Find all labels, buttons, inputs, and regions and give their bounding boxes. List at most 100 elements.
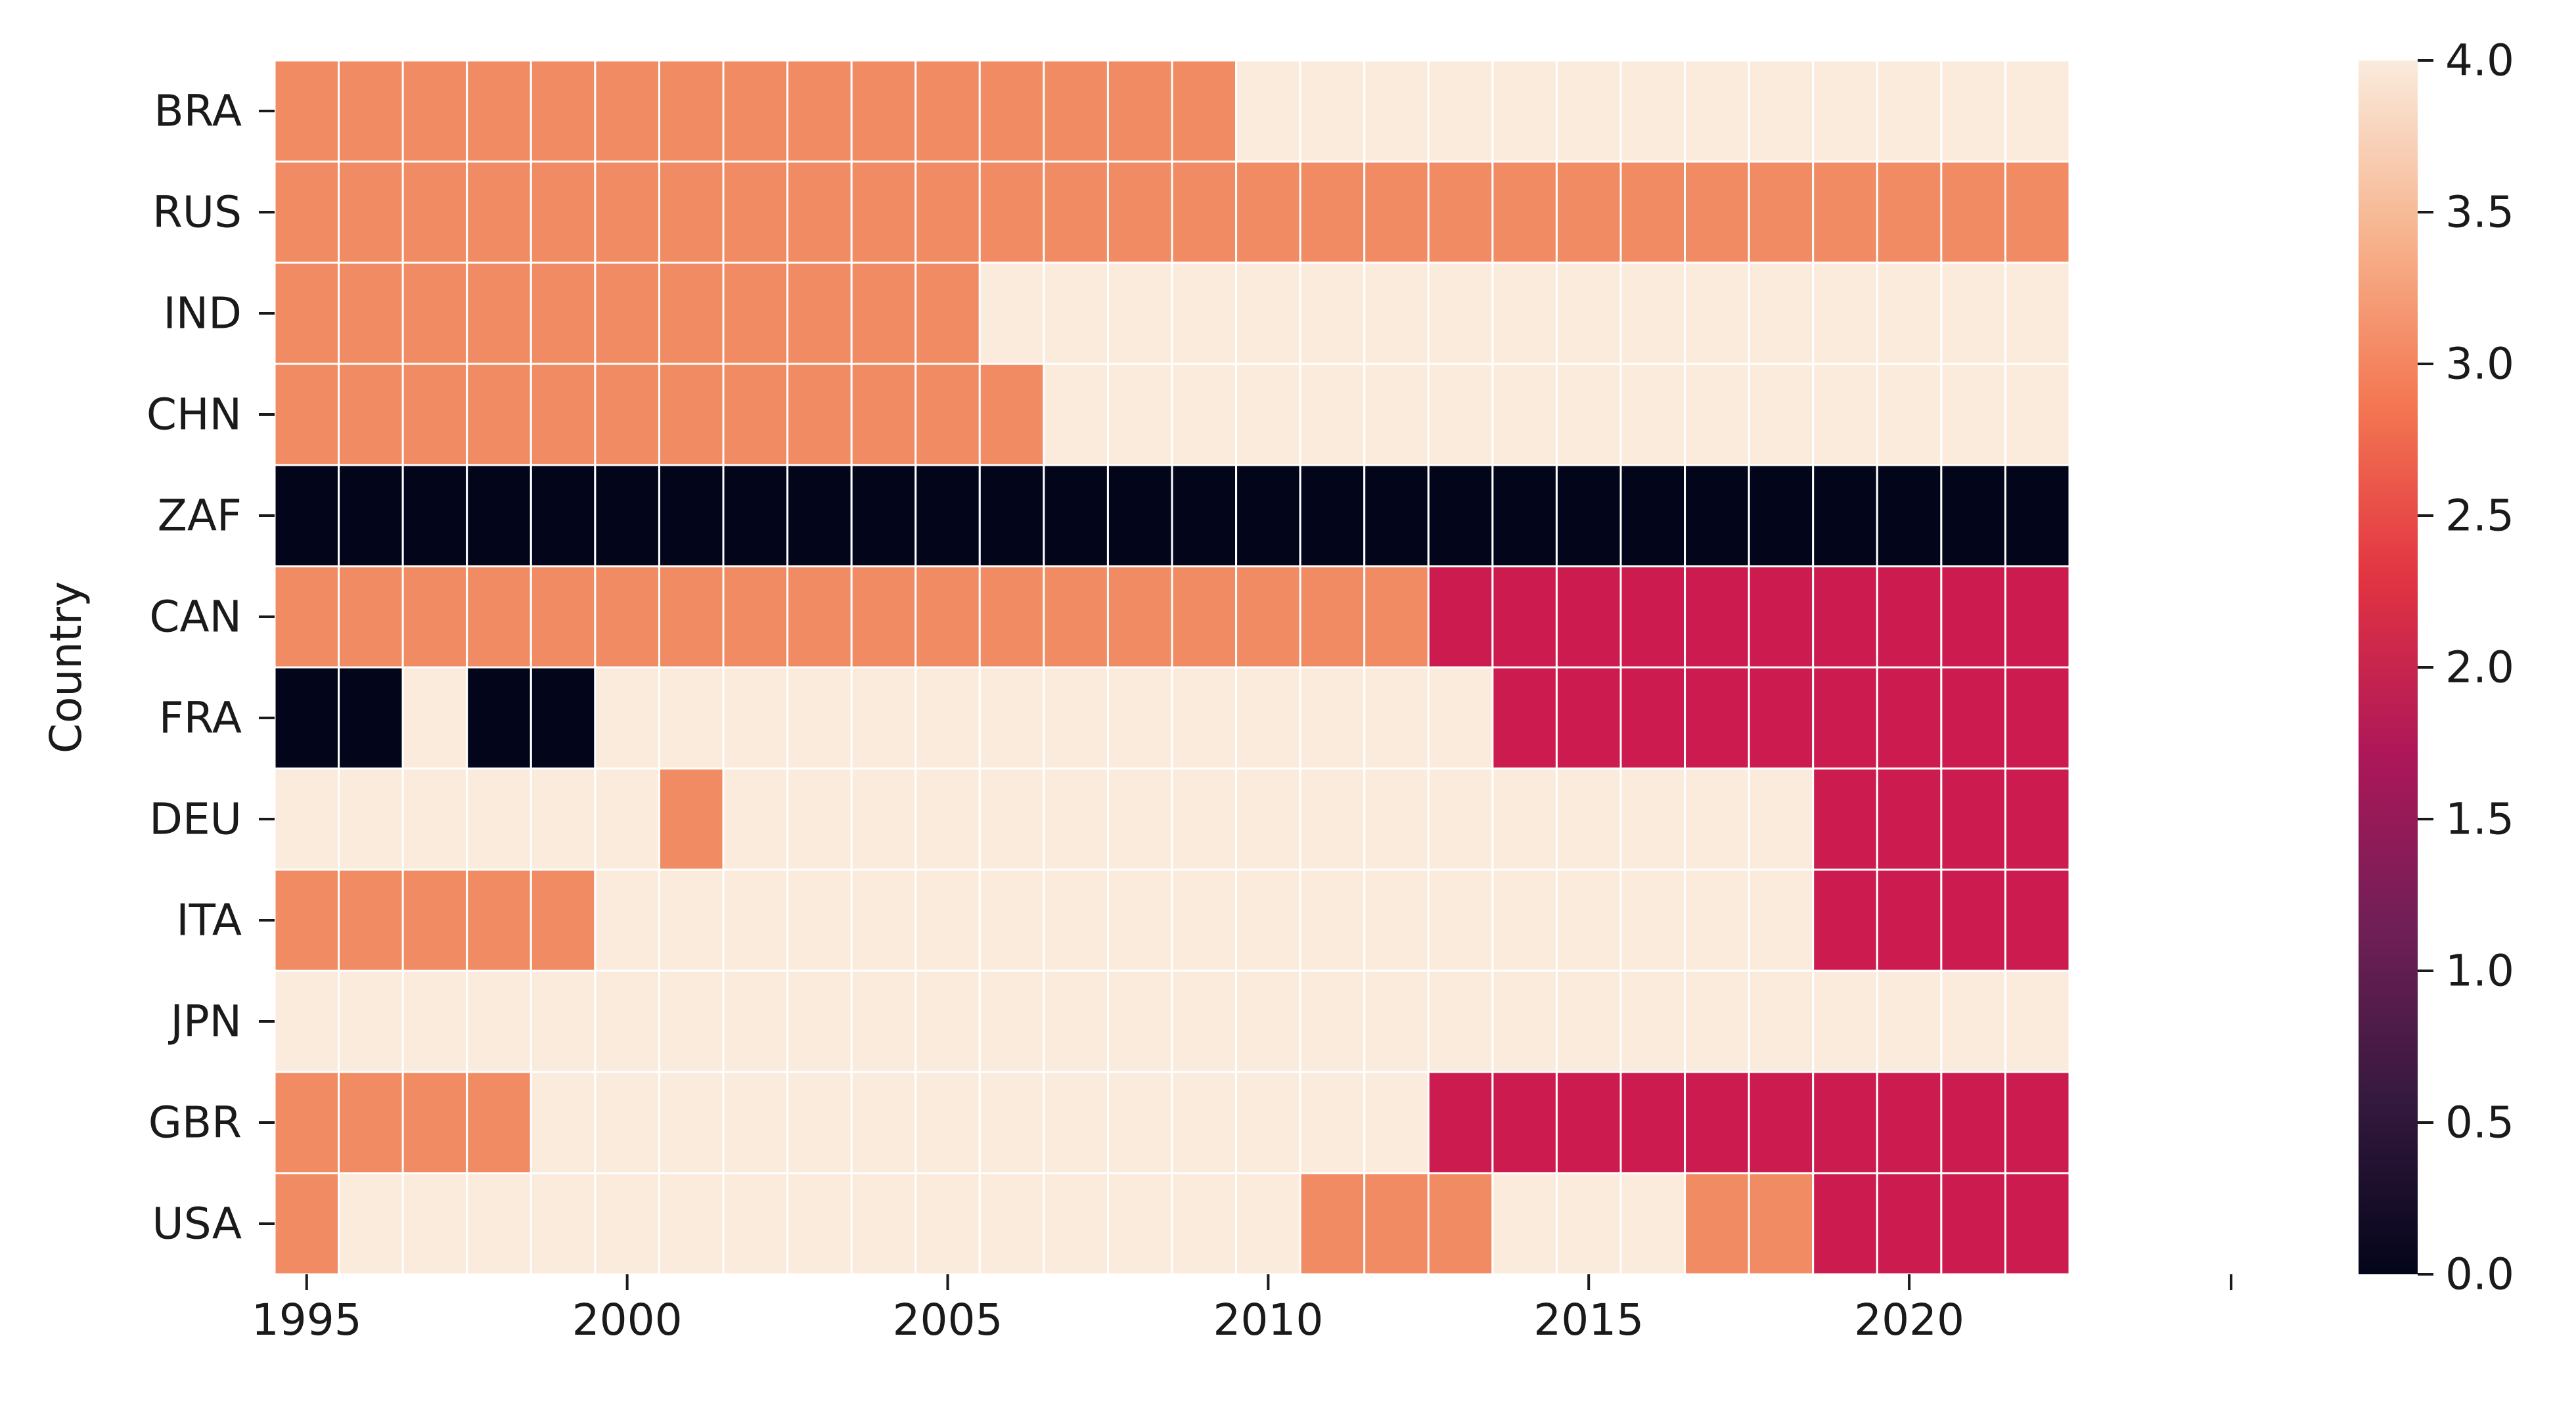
heatmap-cell-ind-1995	[273, 261, 340, 365]
heatmap-cell-chn-2020	[1876, 363, 1943, 466]
heatmap-cell-gbr-2000	[594, 1071, 660, 1174]
heatmap-cell-usa-2004	[850, 1172, 917, 1276]
y-tick-label-bra: BRA	[154, 86, 242, 137]
heatmap-cell-ita-2010	[1235, 868, 1301, 972]
heatmap-cell-usa-2008	[1106, 1172, 1173, 1276]
heatmap-cell-fra-2018	[1748, 666, 1815, 770]
heatmap-cell-deu-2005	[915, 767, 981, 871]
heatmap-cell-ita-2021	[1940, 868, 2006, 972]
heatmap-cell-gbr-2014	[1491, 1071, 1558, 1174]
heatmap-cell-zaf-1996	[338, 464, 404, 568]
heatmap-cell-fra-2001	[658, 666, 725, 770]
heatmap-cell-chn-2002	[722, 363, 789, 466]
x-tick-label-2005: 2005	[893, 1295, 1003, 1345]
heatmap-cell-fra-1997	[401, 666, 468, 770]
heatmap-cell-can-2011	[1299, 565, 1366, 669]
heatmap-cell-usa-2009	[1171, 1172, 1238, 1276]
heatmap-cell-fra-2020	[1876, 666, 1943, 770]
x-tick-label-2000: 2000	[572, 1295, 683, 1345]
heatmap-cell-rus-2012	[1363, 160, 1430, 264]
heatmap-cell-can-2018	[1748, 565, 1815, 669]
heatmap-cell-jpn-2022	[2004, 970, 2071, 1073]
heatmap-cell-chn-1997	[401, 363, 468, 466]
heatmap-cell-ita-2005	[915, 868, 981, 972]
heatmap-cell-bra-2014	[1491, 59, 1558, 163]
y-tick-label-ita: ITA	[176, 895, 242, 946]
heatmap-cell-zaf-2020	[1876, 464, 1943, 568]
colorbar-tick-label: 1.5	[2445, 794, 2514, 845]
heatmap-cell-zaf-2013	[1427, 464, 1494, 568]
heatmap-cell-jpn-1998	[466, 970, 532, 1073]
heatmap-cell-can-2017	[1684, 565, 1750, 669]
heatmap-cell-jpn-2013	[1427, 970, 1494, 1073]
heatmap-cell-bra-2000	[594, 59, 660, 163]
heatmap-cell-deu-1999	[530, 767, 597, 871]
heatmap-cell-rus-2006	[978, 160, 1045, 264]
heatmap-cell-can-2019	[1812, 565, 1878, 669]
heatmap-cell-fra-1999	[530, 666, 597, 770]
heatmap-cell-ita-2017	[1684, 868, 1750, 972]
heatmap-cell-ind-2010	[1235, 261, 1301, 365]
heatmap-cell-zaf-2016	[1619, 464, 1686, 568]
heatmap-cell-usa-2002	[722, 1172, 789, 1276]
heatmap-cell-ita-2012	[1363, 868, 1430, 972]
y-tick-label-rus: RUS	[152, 187, 242, 238]
heatmap-cell-gbr-2016	[1619, 1071, 1686, 1174]
heatmap-cell-deu-2014	[1491, 767, 1558, 871]
heatmap-cell-jpn-2017	[1684, 970, 1750, 1073]
heatmap-cell-can-2003	[786, 565, 853, 669]
heatmap-cell-ind-2005	[915, 261, 981, 365]
heatmap-cell-chn-1995	[273, 363, 340, 466]
heatmap-cell-rus-2019	[1812, 160, 1878, 264]
heatmap-cell-gbr-2020	[1876, 1071, 1943, 1174]
heatmap-cell-fra-2008	[1106, 666, 1173, 770]
heatmap-cell-chn-2008	[1106, 363, 1173, 466]
heatmap-cell-fra-2005	[915, 666, 981, 770]
heatmap-cell-deu-1997	[401, 767, 468, 871]
x-tick-label-2015: 2015	[1533, 1295, 1644, 1345]
heatmap-cell-ind-2014	[1491, 261, 1558, 365]
heatmap-cell-jpn-2008	[1106, 970, 1173, 1073]
heatmap-cell-usa-2019	[1812, 1172, 1878, 1276]
heatmap-cell-rus-2020	[1876, 160, 1943, 264]
heatmap-cell-zaf-2022	[2004, 464, 2071, 568]
heatmap-cell-fra-2016	[1619, 666, 1686, 770]
heatmap-cell-fra-1996	[338, 666, 404, 770]
heatmap-cell-ind-1999	[530, 261, 597, 365]
heatmap-cell-usa-2005	[915, 1172, 981, 1276]
heatmap-cell-ita-2018	[1748, 868, 1815, 972]
heatmap-cell-usa-2022	[2004, 1172, 2071, 1276]
heatmap-cell-bra-2001	[658, 59, 725, 163]
heatmap-cell-can-2021	[1940, 565, 2006, 669]
heatmap-cell-bra-2011	[1299, 59, 1366, 163]
heatmap-cell-jpn-1995	[273, 970, 340, 1073]
heatmap-cell-zaf-2007	[1043, 464, 1109, 568]
heatmap-cell-bra-1995	[273, 59, 340, 163]
heatmap-cell-ind-1996	[338, 261, 404, 365]
heatmap-cell-jpn-2012	[1363, 970, 1430, 1073]
heatmap-cell-ind-2002	[722, 261, 789, 365]
heatmap-cell-can-2005	[915, 565, 981, 669]
heatmap-cell-fra-2014	[1491, 666, 1558, 770]
heatmap-cell-zaf-2001	[658, 464, 725, 568]
heatmap-cell-ita-2003	[786, 868, 853, 972]
heatmap-cell-jpn-2005	[915, 970, 981, 1073]
heatmap-cell-deu-2004	[850, 767, 917, 871]
heatmap-cell-rus-2015	[1555, 160, 1622, 264]
heatmap-cell-ind-2015	[1555, 261, 1622, 365]
heatmap-cell-rus-2005	[915, 160, 981, 264]
heatmap-cell-rus-1995	[273, 160, 340, 264]
heatmap-cell-deu-2016	[1619, 767, 1686, 871]
heatmap-cell-zaf-2010	[1235, 464, 1301, 568]
heatmap-cell-deu-2022	[2004, 767, 2071, 871]
heatmap-cell-zaf-2003	[786, 464, 853, 568]
heatmap-cell-zaf-1998	[466, 464, 532, 568]
heatmap-cell-chn-2010	[1235, 363, 1301, 466]
heatmap-cell-zaf-2014	[1491, 464, 1558, 568]
heatmap-cell-chn-2017	[1684, 363, 1750, 466]
heatmap-cell-ind-2018	[1748, 261, 1815, 365]
heatmap-cell-fra-2013	[1427, 666, 1494, 770]
heatmap-cell-chn-2006	[978, 363, 1045, 466]
heatmap-cell-chn-1998	[466, 363, 532, 466]
heatmap-cell-can-1998	[466, 565, 532, 669]
